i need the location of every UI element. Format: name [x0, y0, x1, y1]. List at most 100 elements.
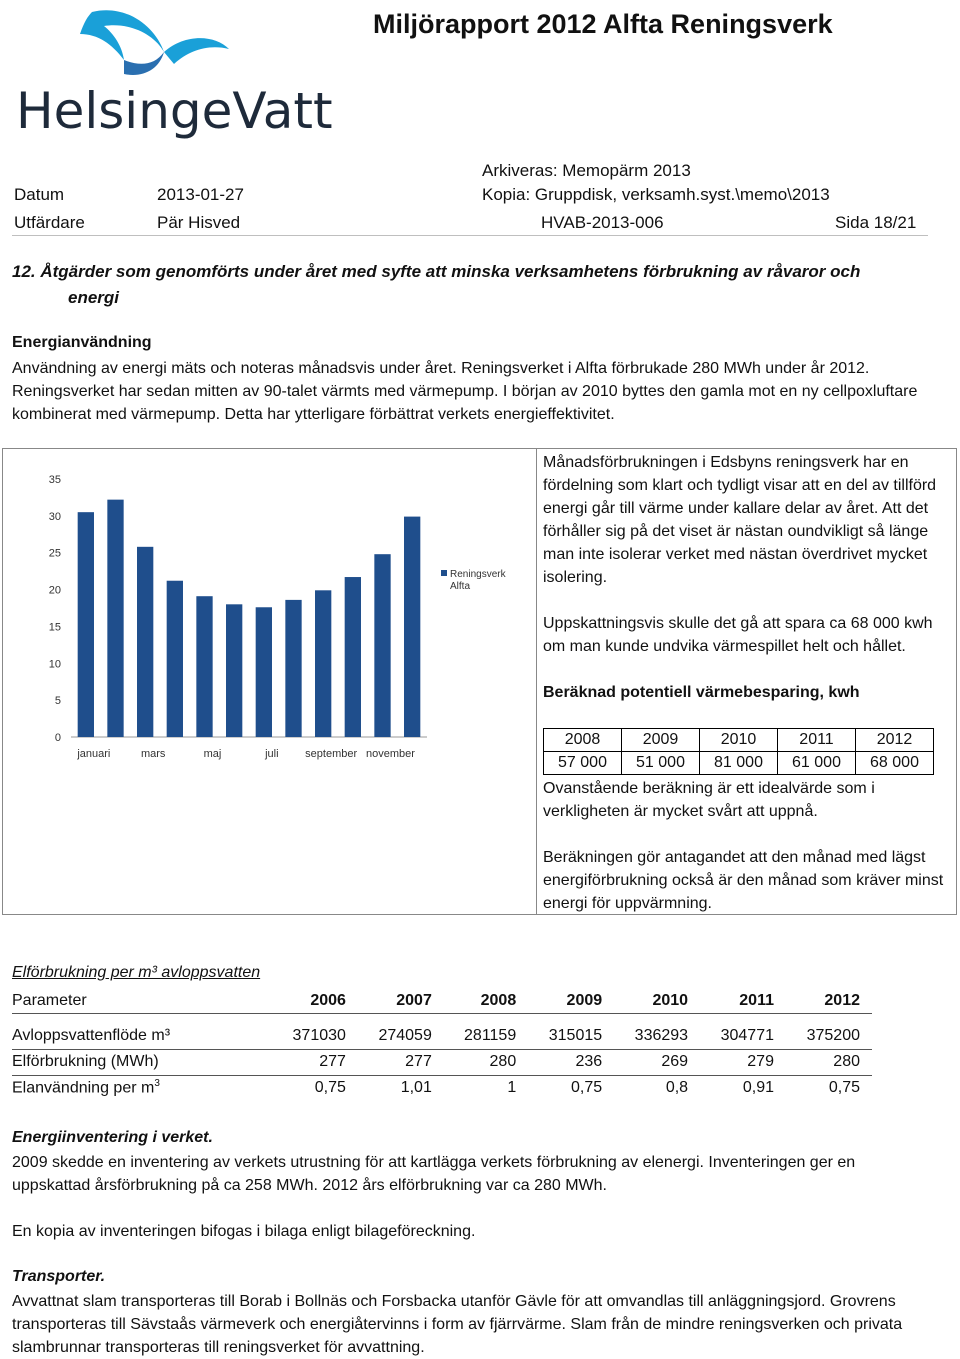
- electricity-header-row: Parameter 2006 2007 2008 2009 2010 2011 …: [12, 988, 872, 1014]
- side-paragraph-1: Månadsförbrukningen i Edsbyns reningsver…: [543, 454, 937, 586]
- issuer-label: Utfärdare: [14, 213, 85, 232]
- consumption-value: 236: [528, 1049, 615, 1076]
- year-header: 2007: [357, 988, 444, 1014]
- per-m3-value: 0,75: [314, 1079, 346, 1096]
- bar-september: [315, 590, 332, 737]
- energy-paragraph: Användning av energi mäts och noteras må…: [12, 360, 918, 423]
- per-m3-value: 0,8: [665, 1079, 689, 1096]
- header-rule: [12, 235, 928, 236]
- savings-table: 2008 2009 2010 2011 2012 57 000 51 000 8…: [543, 728, 934, 775]
- savings-value: 61 000: [777, 751, 856, 775]
- side-text: Månadsförbrukningen i Edsbyns reningsver…: [543, 449, 953, 704]
- consumption-value: 280: [785, 1049, 872, 1076]
- electricity-table: Parameter 2006 2007 2008 2009 2010 2011 …: [12, 988, 872, 1101]
- copy-note: Kopia: Gruppdisk, verksamh.syst.\memo\20…: [482, 185, 830, 204]
- y-tick-label: 15: [49, 621, 61, 633]
- consumption-value: 269: [614, 1049, 701, 1076]
- year-header: 2012: [785, 988, 872, 1014]
- per-m3-value: 1: [507, 1079, 517, 1096]
- inventory-paragraph: 2009 skedde en inventering av verkets ut…: [12, 1154, 856, 1194]
- savings-values-row: 57 000 51 000 81 000 61 000 68 000: [543, 751, 934, 775]
- consumption-value: 280: [443, 1049, 529, 1076]
- side-text-lower: Ovanstående beräkning är ett idealvärde …: [543, 777, 953, 915]
- energy-heading: Energianvändning: [12, 334, 152, 351]
- side-paragraph-3: Ovanstående beräkning är ett idealvärde …: [543, 780, 875, 820]
- per-m3-value: 1,01: [400, 1079, 432, 1096]
- bar-mars: [137, 546, 154, 737]
- flow-value: 371030: [272, 1023, 358, 1050]
- section-heading: 12. Åtgärder som genomförts under året m…: [12, 259, 942, 311]
- savings-year: 2008: [543, 728, 622, 752]
- side-paragraph-2: Uppskattningsvis skulle det gå att spara…: [543, 615, 933, 655]
- logo-wordmark: HelsingeVatten: [16, 82, 334, 139]
- flow-value: 304771: [700, 1023, 786, 1050]
- savings-years-row: 2008 2009 2010 2011 2012: [543, 728, 934, 752]
- consumption-row: Elförbrukning (MWh) 277 277 280 236 269 …: [12, 1049, 872, 1076]
- bar-juli: [255, 607, 272, 737]
- transport-paragraph: Avvattnat slam transporteras till Borab …: [12, 1293, 903, 1356]
- year-header: 2009: [528, 988, 615, 1014]
- chart-box: 0 5 10 15 20 25 30 35 januari mars maj juli septembe…: [2, 448, 957, 915]
- helsingevatten-logo: HelsingeVatten: [16, 10, 334, 139]
- consumption-label: Elförbrukning (MWh): [12, 1049, 272, 1076]
- archive-note: Arkiveras: Memopärm 2013: [482, 161, 691, 180]
- x-tick-label: maj: [204, 748, 222, 760]
- section-heading-line2: energi: [68, 288, 120, 307]
- savings-value: 81 000: [699, 751, 778, 775]
- flow-value: 336293: [614, 1023, 701, 1050]
- per-m3-value: 0,75: [828, 1079, 860, 1096]
- y-tick-label: 0: [55, 732, 61, 744]
- inventory-copy-note: En kopia av inventeringen bifogas i bila…: [12, 1223, 476, 1240]
- x-tick-label: januari: [76, 748, 110, 760]
- savings-year: 2010: [699, 728, 778, 752]
- year-header: 2011: [700, 988, 786, 1014]
- flow-row: Avloppsvattenflöde m³ 371030 274059 2811…: [12, 1023, 872, 1050]
- consumption-value: 279: [700, 1049, 786, 1076]
- y-tick-label: 30: [49, 511, 61, 523]
- bar-maj: [196, 596, 213, 737]
- parameter-label: Parameter: [12, 988, 272, 1014]
- side-paragraph-4: Beräkningen gör antagandet att den månad…: [543, 849, 944, 912]
- bar-februari: [107, 499, 124, 737]
- bar-november: [374, 554, 391, 737]
- year-header: 2008: [443, 988, 529, 1014]
- y-tick-label: 20: [49, 585, 61, 597]
- savings-year: 2011: [777, 728, 856, 752]
- savings-value: 57 000: [543, 751, 622, 775]
- monthly-energy-chart: 0 5 10 15 20 25 30 35 januari mars maj juli septembe…: [49, 474, 507, 760]
- electricity-title: Elförbrukning per m³ avloppsvatten: [12, 964, 261, 981]
- savings-value: 68 000: [855, 751, 934, 775]
- issuer-value: Pär Hisved: [157, 213, 241, 232]
- consumption-value: 277: [357, 1049, 444, 1076]
- y-tick-label: 10: [49, 658, 61, 670]
- flow-value: 375200: [785, 1023, 872, 1050]
- document-title: Miljörapport 2012 Alfta Reningsverk: [373, 9, 833, 39]
- bar-januari: [77, 512, 94, 737]
- x-tick-label: november: [366, 748, 415, 760]
- x-tick-label: juli: [264, 748, 278, 760]
- bar-augusti: [285, 599, 302, 737]
- y-tick-label: 25: [49, 548, 61, 560]
- year-header: 2006: [272, 988, 358, 1014]
- document-id: HVAB-2013-006: [541, 213, 664, 232]
- y-tick-label: 35: [49, 474, 61, 486]
- bar-april: [166, 580, 183, 737]
- savings-year: 2012: [855, 728, 934, 752]
- legend-label-line1: Reningsverk: [450, 569, 507, 580]
- consumption-value: 277: [272, 1049, 358, 1076]
- flow-label: Avloppsvattenflöde m³: [12, 1023, 272, 1050]
- transport-heading: Transporter.: [12, 1268, 106, 1285]
- page-number: Sida 18/21: [835, 213, 917, 232]
- per-m3-row: Elanvändning per m3 0,75 1,01 1 0,75 0,8…: [12, 1075, 872, 1101]
- bar-december: [404, 516, 421, 737]
- section-heading-line1: 12. Åtgärder som genomförts under året m…: [12, 262, 861, 281]
- per-m3-value: 0,91: [742, 1079, 774, 1096]
- savings-year: 2009: [621, 728, 700, 752]
- flow-value: 281159: [443, 1023, 529, 1050]
- x-tick-label: september: [305, 748, 357, 760]
- per-m3-label: Elanvändning per m3: [12, 1078, 160, 1097]
- bar-juni: [226, 604, 243, 737]
- x-tick-label: mars: [141, 748, 166, 760]
- inventory-heading: Energiinventering i verket.: [12, 1129, 213, 1146]
- legend-label-line2: Alfta: [450, 581, 470, 592]
